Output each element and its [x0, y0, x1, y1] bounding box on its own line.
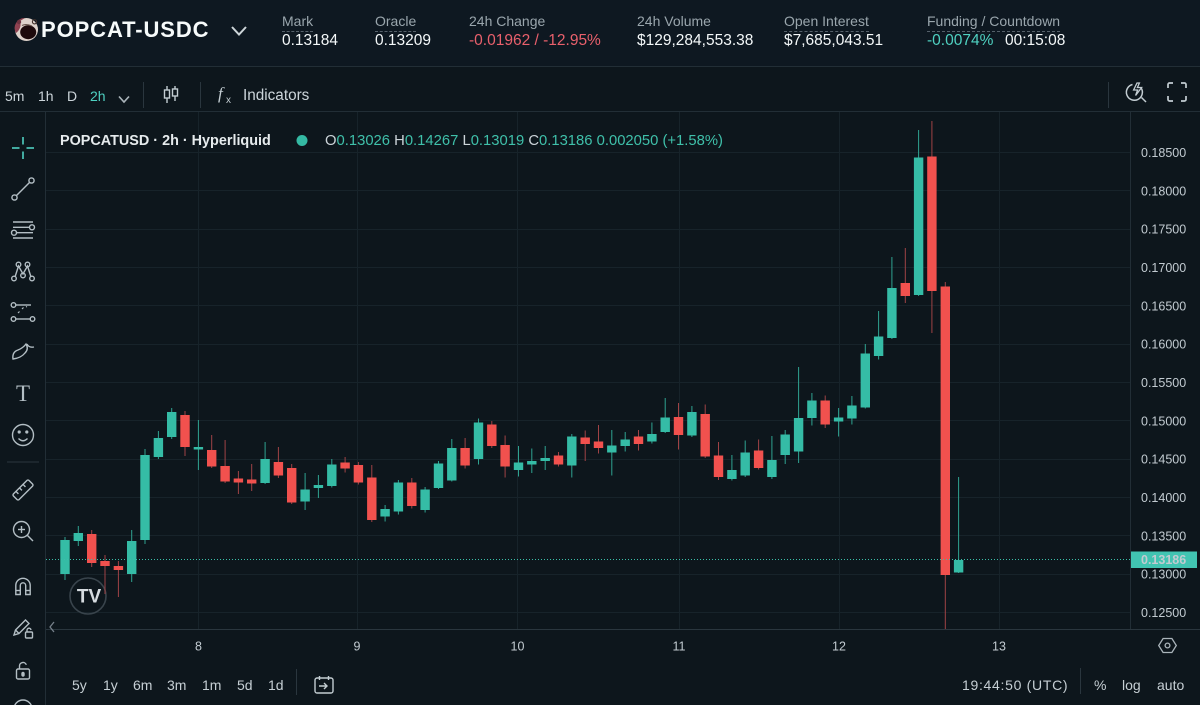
svg-text:0.15000: 0.15000 [1141, 414, 1186, 428]
svg-text:0.13186: 0.13186 [1141, 553, 1186, 567]
svg-text:10: 10 [511, 640, 525, 654]
svg-text:13: 13 [992, 640, 1006, 654]
svg-text:0.15500: 0.15500 [1141, 376, 1186, 390]
svg-text:0.13500: 0.13500 [1141, 529, 1186, 543]
svg-text:11: 11 [673, 640, 686, 654]
svg-text:0.18000: 0.18000 [1141, 184, 1186, 198]
svg-text:12: 12 [832, 640, 846, 654]
svg-text:x: x [226, 95, 231, 106]
svg-text:0.18500: 0.18500 [1141, 146, 1186, 160]
svg-text:0.17500: 0.17500 [1141, 223, 1186, 237]
svg-text:0.14500: 0.14500 [1141, 453, 1186, 467]
svg-text:0.16500: 0.16500 [1141, 299, 1186, 313]
svg-text:0.14000: 0.14000 [1141, 491, 1186, 505]
svg-text:0.13000: 0.13000 [1141, 568, 1186, 582]
svg-text:9: 9 [354, 640, 361, 654]
svg-text:8: 8 [195, 640, 202, 654]
svg-text:TV: TV [77, 587, 102, 608]
svg-text:0.17000: 0.17000 [1141, 261, 1186, 275]
svg-text:0.16000: 0.16000 [1141, 338, 1186, 352]
svg-text:POPCATUSD · 2h · Hyperliquid: POPCATUSD · 2h · Hyperliquid [60, 133, 271, 149]
svg-text:0.12500: 0.12500 [1141, 606, 1186, 620]
svg-text:f: f [218, 84, 225, 103]
svg-text:T: T [16, 381, 30, 406]
svg-text:O0.13026 H0.14267 L0.13019 C0.: O0.13026 H0.14267 L0.13019 C0.13186 0.00… [325, 133, 723, 149]
